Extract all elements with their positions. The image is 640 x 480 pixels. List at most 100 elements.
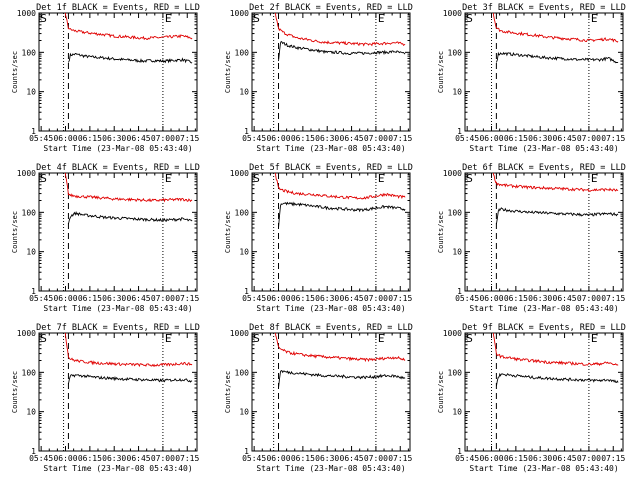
plot-frame: [464, 172, 624, 292]
x-tick-label: 07:00: [151, 134, 175, 143]
end-marker-label: E: [165, 172, 172, 185]
x-axis-title: Start Time (23-Mar-08 05:43:40): [256, 464, 405, 473]
x-tick-label: 06:00: [53, 134, 77, 143]
y-tick-label: 1: [31, 447, 36, 456]
lld-series-line: [65, 333, 193, 368]
events-series-line: [67, 211, 193, 225]
lld-series-line: [493, 173, 619, 193]
panel-det-8f: Det 8f BLACK = Events, RED = LLD 1 10 100 10…: [224, 323, 413, 473]
x-tick-label: 05:45: [455, 294, 479, 303]
y-axis-title: Counts/sec: [437, 211, 445, 253]
x-tick-label: 05:45: [455, 454, 479, 463]
x-tick-label: 05:45: [242, 454, 266, 463]
x-tick-label: 06:30: [102, 454, 126, 463]
events-series-line: [67, 52, 193, 64]
x-tick-label: 06:15: [504, 454, 528, 463]
panel-title: Det 2f BLACK = Events, RED = LLD: [249, 3, 413, 13]
x-tick-label: 05:45: [242, 294, 266, 303]
x-tick-label: 07:15: [601, 134, 625, 143]
x-axis-title: Start Time (23-Mar-08 05:43:40): [256, 304, 405, 313]
x-tick-label: 07:15: [388, 134, 412, 143]
x-tick-label: 05:45: [29, 454, 53, 463]
y-tick-label: 1: [457, 447, 462, 456]
x-tick-label: 06:00: [53, 294, 77, 303]
x-tick-label: 06:45: [340, 134, 364, 143]
x-tick-label: 06:00: [266, 454, 290, 463]
y-tick-label: 1: [457, 127, 462, 136]
y-tick-label: 100: [235, 368, 250, 377]
x-tick-label: 06:00: [266, 134, 290, 143]
y-tick-label: 100: [448, 368, 463, 377]
x-tick-label: 07:00: [577, 134, 601, 143]
y-tick-label: 100: [22, 208, 37, 217]
y-axis-title: Counts/sec: [11, 371, 19, 413]
x-axis-title: Start Time (23-Mar-08 05:43:40): [256, 144, 405, 153]
x-tick-label: 06:00: [479, 134, 503, 143]
x-tick-label: 06:15: [78, 134, 102, 143]
events-series-line: [67, 374, 193, 385]
x-tick-label: 06:45: [553, 454, 577, 463]
y-tick-label: 1000: [443, 169, 462, 178]
lld-series-line: [65, 13, 193, 41]
x-tick-label: 06:30: [102, 134, 126, 143]
y-tick-label: 1000: [17, 169, 36, 178]
x-axis-title: Start Time (23-Mar-08 05:43:40): [43, 144, 192, 153]
x-tick-label: 06:45: [553, 134, 577, 143]
y-tick-label: 1: [244, 447, 249, 456]
y-tick-label: 10: [452, 248, 462, 257]
y-tick-label: 1000: [230, 329, 249, 338]
panel-title: Det 1f BLACK = Events, RED = LLD: [36, 3, 200, 13]
x-tick-label: 06:45: [340, 454, 364, 463]
y-tick-label: 100: [22, 48, 37, 57]
x-tick-label: 06:45: [340, 294, 364, 303]
start-marker-label: S: [466, 172, 473, 185]
x-tick-label: 06:30: [528, 294, 552, 303]
y-tick-label: 1: [244, 287, 249, 296]
y-tick-label: 1000: [230, 169, 249, 178]
lld-series-line: [65, 173, 193, 203]
panel-title: Det 9f BLACK = Events, RED = LLD: [462, 323, 626, 333]
x-tick-label: 06:15: [78, 454, 102, 463]
y-tick-label: 1: [31, 127, 36, 136]
start-marker-label: S: [253, 12, 260, 25]
x-tick-label: 07:15: [388, 454, 412, 463]
end-marker-label: E: [591, 332, 598, 345]
x-tick-label: 06:00: [266, 294, 290, 303]
y-tick-label: 100: [448, 48, 463, 57]
x-axis-title: Start Time (23-Mar-08 05:43:40): [469, 464, 618, 473]
y-tick-label: 100: [448, 208, 463, 217]
panel-det-6f: Det 6f BLACK = Events, RED = LLD 1 10 100 10…: [437, 163, 626, 313]
end-marker-label: E: [591, 172, 598, 185]
y-tick-label: 1: [244, 127, 249, 136]
y-tick-label: 100: [235, 208, 250, 217]
plot-frame: [38, 172, 198, 292]
y-tick-label: 10: [26, 88, 36, 97]
x-tick-label: 07:15: [175, 294, 199, 303]
x-tick-label: 07:00: [364, 454, 388, 463]
start-marker-label: S: [466, 12, 473, 25]
events-series-line: [278, 201, 406, 229]
x-tick-label: 06:30: [528, 454, 552, 463]
panel-title: Det 7f BLACK = Events, RED = LLD: [36, 323, 200, 333]
x-tick-label: 05:45: [242, 134, 266, 143]
x-tick-label: 06:15: [291, 454, 315, 463]
x-tick-label: 06:30: [315, 294, 339, 303]
y-tick-label: 100: [235, 48, 250, 57]
y-tick-label: 10: [239, 408, 249, 417]
x-tick-label: 06:30: [528, 134, 552, 143]
y-tick-label: 1: [457, 287, 462, 296]
plot-frame: [464, 332, 624, 452]
x-tick-label: 07:15: [388, 294, 412, 303]
x-tick-label: 06:45: [127, 454, 151, 463]
x-tick-label: 06:45: [127, 294, 151, 303]
x-tick-label: 07:15: [601, 454, 625, 463]
events-series-line: [495, 207, 619, 225]
x-tick-label: 06:00: [53, 454, 77, 463]
events-series-line: [495, 51, 619, 64]
y-tick-label: 1000: [17, 329, 36, 338]
y-tick-label: 10: [239, 248, 249, 257]
x-tick-label: 07:00: [364, 294, 388, 303]
events-series-line: [495, 372, 619, 387]
x-tick-label: 06:30: [315, 134, 339, 143]
